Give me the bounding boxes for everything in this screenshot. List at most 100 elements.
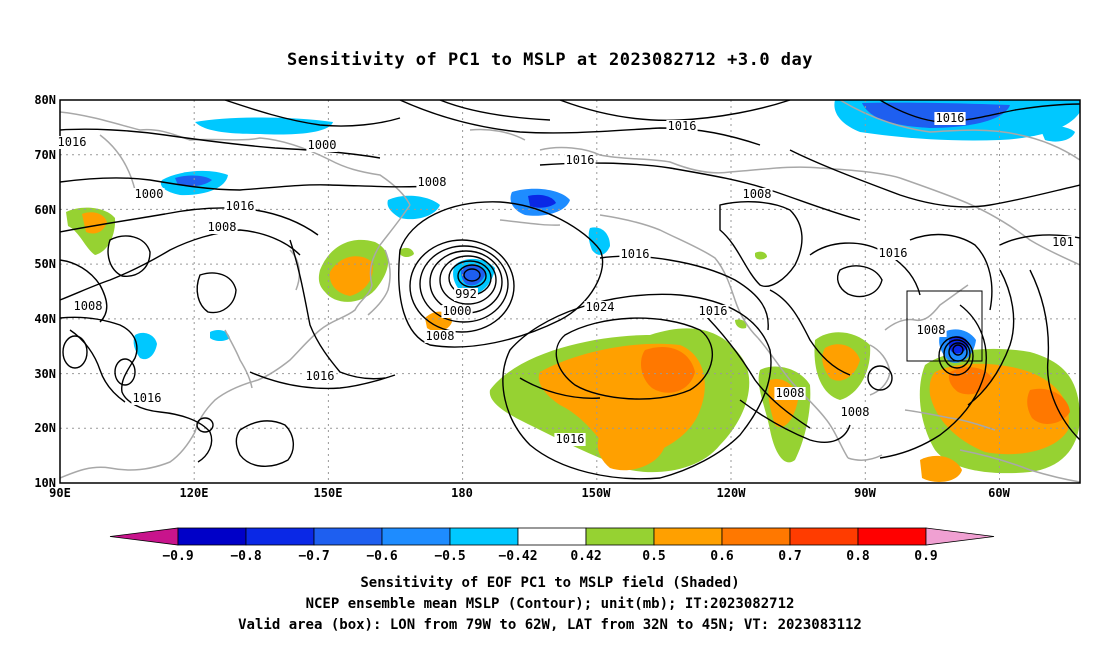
colorbar-low-extension bbox=[109, 527, 179, 546]
contour-label: 1008 bbox=[74, 299, 103, 313]
contour-label: 1008 bbox=[426, 329, 455, 343]
contour-label: 1008 bbox=[743, 187, 772, 201]
coastline bbox=[289, 249, 301, 291]
contour-label: 1024 bbox=[586, 300, 615, 314]
colorbar-tick-label: 0.7 bbox=[778, 549, 801, 564]
contour-label-background bbox=[424, 330, 456, 343]
low-contour bbox=[463, 268, 481, 282]
colorbar-swatch bbox=[585, 527, 655, 546]
contour-1016 bbox=[769, 289, 851, 376]
colorbar-tick-label: 0.9 bbox=[914, 549, 937, 564]
contour-1016 bbox=[909, 233, 993, 311]
positive-sensitivity-area bbox=[640, 346, 695, 393]
positive-sensitivity-area bbox=[1027, 388, 1070, 424]
colorbar-tick-label: −0.9 bbox=[162, 549, 193, 564]
contour-1016 bbox=[289, 239, 386, 380]
lat-tick-label: 30N bbox=[34, 367, 56, 381]
map-frame bbox=[59, 99, 1081, 484]
contour-1000 bbox=[879, 100, 1080, 123]
lat-tick-label: 20N bbox=[34, 421, 56, 435]
low-contour bbox=[952, 344, 964, 356]
coastline bbox=[539, 146, 901, 179]
contour-1008 bbox=[159, 411, 213, 463]
lon-tick-label: 90W bbox=[854, 486, 876, 500]
lon-tick-label: 90E bbox=[49, 486, 71, 500]
contour-label-background bbox=[304, 370, 336, 383]
low-contour bbox=[457, 264, 487, 288]
contour-label-background bbox=[915, 324, 947, 337]
contour-label-background bbox=[877, 247, 909, 260]
contour-closed bbox=[196, 417, 214, 433]
contour-label-background bbox=[619, 248, 651, 261]
coastline bbox=[60, 379, 259, 479]
coastline bbox=[499, 219, 561, 226]
coastline bbox=[884, 284, 969, 331]
page-title: Sensitivity of PC1 to MSLP at 2023082712… bbox=[286, 50, 813, 70]
contour-label-background bbox=[306, 139, 338, 152]
contour-label-background bbox=[416, 176, 448, 189]
contour-1016 bbox=[399, 100, 761, 146]
latitude-axis: 80N 70N 60N 50N 40N 30N 20N 10N bbox=[34, 93, 56, 490]
coastline bbox=[224, 329, 253, 389]
contour-1016 bbox=[519, 377, 601, 399]
low-contour bbox=[419, 245, 509, 323]
contour-label: 1016 bbox=[556, 432, 585, 446]
contour-label: 1016 bbox=[699, 304, 728, 318]
valid-area-box bbox=[906, 290, 983, 362]
contour-label: 1008 bbox=[841, 405, 870, 419]
contour-1016 bbox=[224, 100, 401, 127]
negative-sensitivity-area bbox=[588, 227, 610, 255]
lat-tick-label: 60N bbox=[34, 203, 56, 217]
low-contour bbox=[439, 255, 497, 305]
colorbar-tick-label: −0.5 bbox=[434, 549, 465, 564]
colorbar: −0.9 −0.8 −0.7 −0.6 −0.5 −0.42 0.42 0.5 0.6 0.7 0.… bbox=[109, 527, 995, 564]
contour-label-background bbox=[133, 188, 165, 201]
coastline bbox=[469, 128, 526, 141]
colorbar-tick-label: 0.42 bbox=[570, 549, 601, 564]
contour-label: 1016 bbox=[306, 369, 335, 383]
coastline bbox=[904, 409, 996, 431]
lon-tick-label: 120E bbox=[180, 486, 209, 500]
coastlines bbox=[60, 100, 1080, 483]
lon-tick-label: 150E bbox=[314, 486, 343, 500]
colorbar-tick-label: −0.7 bbox=[298, 549, 329, 564]
negative-sensitivity-area bbox=[1040, 125, 1075, 142]
contour-label-background bbox=[72, 300, 104, 313]
captions: Sensitivity of EOF PC1 to MSLP field (Sh… bbox=[0, 573, 1100, 636]
contour-1008 bbox=[719, 201, 803, 287]
positive-sensitivity-area bbox=[82, 212, 107, 234]
negative-sensitivity-area bbox=[528, 194, 556, 208]
contour-label-background bbox=[934, 112, 966, 125]
colorbar-tick-label: −0.42 bbox=[498, 549, 537, 564]
colorbar-high-extension bbox=[925, 527, 995, 546]
lon-tick-label: 120W bbox=[717, 486, 747, 500]
contour-label: 1016 bbox=[226, 199, 255, 213]
colorbar-swatch bbox=[789, 527, 859, 546]
positive-sensitivity-area bbox=[400, 247, 414, 257]
contour-label: 1000 bbox=[308, 138, 337, 152]
lat-tick-label: 50N bbox=[34, 257, 56, 271]
positive-sensitivity-area bbox=[822, 344, 860, 381]
coastline bbox=[847, 454, 883, 461]
colorbar-tick-label: −0.6 bbox=[366, 549, 397, 564]
contour-1016 bbox=[60, 207, 319, 236]
positive-sensitivity-area bbox=[735, 319, 747, 329]
negative-sensitivity-area bbox=[210, 330, 230, 341]
lat-tick-label: 10N bbox=[34, 476, 56, 490]
colorbar-tick-label: 0.6 bbox=[710, 549, 734, 564]
contour-label: 1016 bbox=[936, 111, 965, 125]
low-contour bbox=[943, 339, 971, 369]
positive-sensitivity-area bbox=[329, 256, 373, 296]
contour-label-background bbox=[564, 154, 596, 167]
contour-label: 101 bbox=[1052, 235, 1074, 249]
sensitivity-shading bbox=[66, 100, 1080, 482]
contour-label-background bbox=[741, 188, 773, 201]
negative-sensitivity-area bbox=[387, 195, 440, 220]
lat-tick-label: 80N bbox=[34, 93, 56, 107]
contour-label: 992 bbox=[455, 287, 477, 301]
contour-closed bbox=[62, 335, 88, 369]
colorbar-swatch bbox=[313, 527, 383, 546]
contour-1016 bbox=[60, 259, 108, 323]
lon-tick-label: 150W bbox=[582, 486, 612, 500]
